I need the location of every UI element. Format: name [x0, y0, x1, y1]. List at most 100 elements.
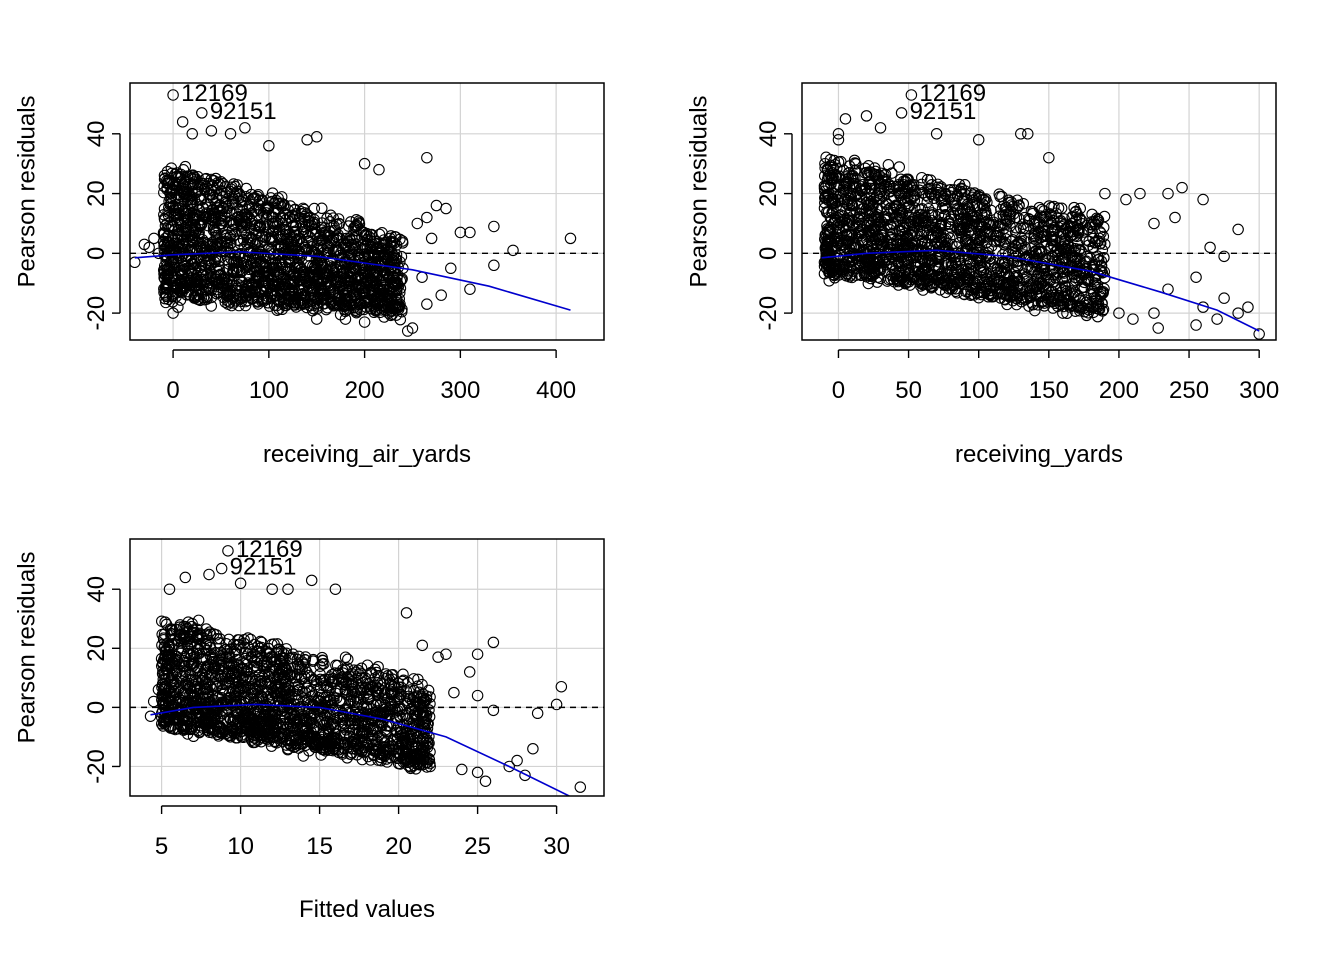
data-point [339, 300, 351, 313]
data-point [160, 282, 173, 294]
data-point [1015, 128, 1027, 140]
data-point [174, 282, 187, 295]
data-point [171, 170, 183, 183]
data-point [833, 170, 846, 182]
data-point [1066, 228, 1078, 241]
data-point [204, 240, 217, 252]
data-point [1218, 250, 1230, 263]
data-point [197, 240, 210, 252]
data-point [253, 221, 265, 233]
data-point [1038, 297, 1051, 309]
data-point [203, 263, 216, 275]
data-point [358, 157, 371, 170]
data-point [1055, 220, 1068, 233]
data-point [826, 198, 839, 210]
data-point [1085, 301, 1097, 313]
data-point [233, 211, 245, 223]
data-point [963, 256, 976, 269]
data-point [1031, 273, 1044, 286]
data-point [285, 235, 298, 247]
y-tick-label: -20 [83, 296, 110, 331]
data-point [394, 286, 406, 299]
data-point [288, 274, 300, 287]
data-point [1055, 286, 1067, 298]
data-point [176, 116, 189, 128]
data-point [311, 272, 324, 285]
data-point [880, 258, 892, 271]
data-point [307, 283, 320, 295]
data-point [917, 186, 929, 199]
data-point [1007, 290, 1019, 302]
data-point [1068, 201, 1080, 214]
data-point [1068, 290, 1080, 303]
data-point [1006, 285, 1018, 297]
data-point [327, 212, 339, 224]
data-point [997, 200, 1010, 212]
data-point [1094, 265, 1107, 277]
plot-frame [801, 82, 1277, 341]
data-point [332, 245, 344, 257]
data-point [878, 256, 891, 269]
data-point [351, 305, 363, 318]
data-point [382, 249, 394, 262]
data-point [1062, 245, 1075, 257]
y-tick-label: 40 [755, 120, 782, 147]
data-point [1069, 271, 1081, 284]
data-point [935, 267, 947, 280]
data-point [397, 668, 409, 681]
data-point [143, 241, 155, 254]
data-point [199, 173, 211, 185]
data-point [946, 259, 959, 272]
data-point [1081, 274, 1094, 286]
data-point [915, 236, 928, 248]
data-point [837, 183, 850, 195]
data-point [317, 294, 329, 306]
data-point [210, 629, 223, 641]
data-point [224, 230, 237, 242]
data-point [1047, 239, 1060, 252]
data-point [887, 218, 899, 230]
data-point [1113, 307, 1125, 319]
data-point [1092, 253, 1105, 266]
data-point [1018, 211, 1031, 224]
data-point [1211, 313, 1223, 325]
data-point [181, 216, 194, 229]
data-point [206, 188, 219, 201]
data-point [268, 220, 281, 233]
data-point [925, 214, 938, 227]
x-tick-label: 300 [1239, 377, 1279, 404]
data-point [868, 224, 880, 236]
data-point [972, 236, 985, 249]
data-point [1023, 252, 1035, 264]
data-point [839, 113, 852, 125]
data-point [199, 293, 211, 306]
data-point [1007, 256, 1020, 268]
x-tick-label: 200 [345, 377, 385, 404]
data-point [222, 273, 234, 285]
data-point [197, 291, 210, 304]
data-point [962, 285, 974, 298]
data-point [232, 192, 244, 205]
data-point [323, 229, 335, 241]
data-point [900, 244, 913, 256]
data-point [847, 265, 859, 277]
data-point [276, 284, 288, 296]
data-point [837, 220, 850, 233]
data-point [1232, 307, 1244, 319]
data-point [901, 276, 913, 288]
y-tick-label: 20 [83, 180, 110, 207]
data-point [158, 186, 170, 199]
data-point [246, 293, 258, 305]
data-point [279, 238, 291, 250]
data-point [374, 295, 386, 307]
data-point [245, 232, 258, 245]
smooth-curve [821, 249, 1260, 332]
data-point [1127, 313, 1139, 325]
data-point [995, 203, 1007, 216]
data-point [394, 313, 407, 326]
data-point [825, 232, 838, 245]
data-point [169, 168, 182, 180]
data-point [1068, 286, 1081, 298]
data-point [962, 262, 975, 275]
